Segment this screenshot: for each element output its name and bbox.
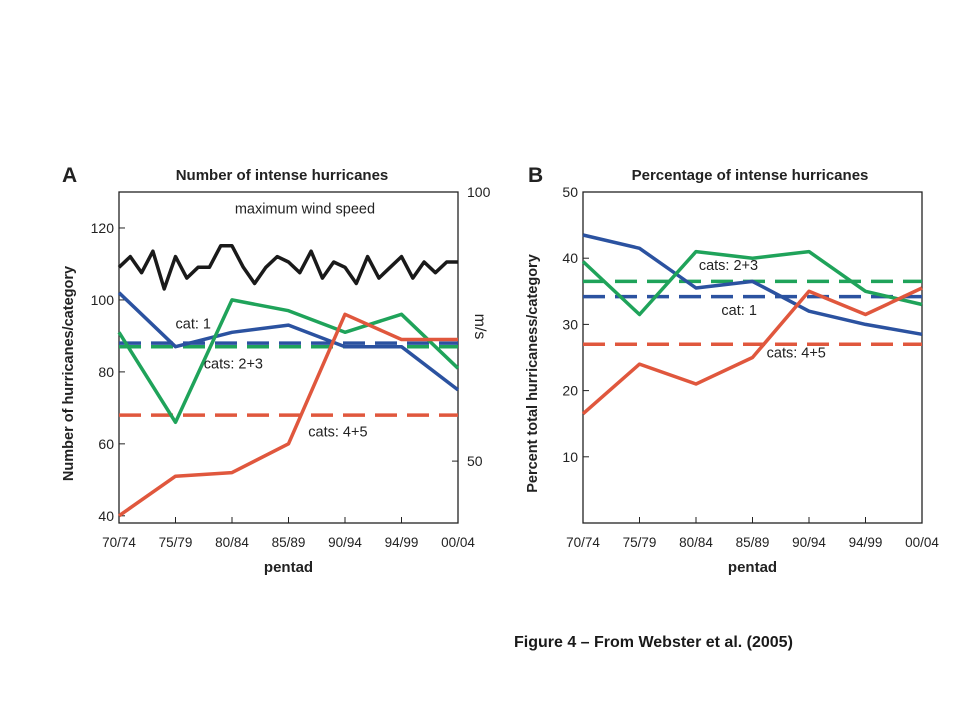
series-line-cats-2-3 [117, 298, 460, 425]
x-tick-label: 80/84 [215, 535, 249, 550]
y-tick-label: 60 [98, 436, 114, 452]
y-axis-label: Number of hurricanes/category [61, 266, 77, 481]
x-tick-label: 80/84 [679, 535, 713, 550]
x-tick-label: 70/74 [102, 535, 136, 550]
y-tick-label: 40 [98, 508, 114, 524]
x-axis-label: pentad [264, 559, 313, 576]
x-tick-label: 00/04 [441, 535, 475, 550]
annotation-label: cats: 4+5 [767, 346, 826, 362]
y-tick-label: 20 [562, 383, 578, 399]
y-axis-label: Percent total hurricaness/category [525, 254, 541, 493]
annotation-label: cats: 2+3 [204, 356, 263, 372]
panel-a: A Number of intense hurricanes 70/74 75/79 8… [61, 164, 491, 576]
x-tick-label: 94/99 [385, 535, 419, 550]
y-tick-label: 40 [562, 250, 578, 266]
annotation-label: cat: 1 [176, 317, 211, 333]
x-tick-label: 85/89 [736, 535, 770, 550]
annotation-label: cats: 4+5 [308, 425, 367, 441]
series-line-cats-4-5 [581, 286, 923, 416]
series-line-cat-1 [117, 291, 460, 392]
series-line-cats-2-3 [581, 249, 923, 317]
chart-title: Percentage of intense hurricanes [632, 167, 869, 184]
x-tick-label: 00/04 [905, 535, 939, 550]
y-tick-label: 80 [98, 364, 114, 380]
plot-frame [118, 191, 459, 524]
y-tick-label: 30 [562, 316, 578, 332]
annotation-label: cats: 2+3 [699, 258, 758, 274]
y-tick-label: 10 [562, 449, 578, 465]
series-line-cats-4-5 [117, 312, 458, 518]
y2-axis-label: m/s [471, 314, 488, 340]
x-tick-label: 90/94 [328, 535, 362, 550]
x-tick-label: 94/99 [849, 535, 883, 550]
x-tick-label: 85/89 [272, 535, 306, 550]
x-axis-label: pentad [728, 559, 777, 576]
panel-label: B [528, 164, 543, 187]
series-line-cat-1 [582, 233, 923, 337]
y-tick-label: 120 [91, 220, 115, 236]
panel-b: B Percentage of intense hurricanes 70/74 75… [525, 164, 939, 576]
y-tick-label: 50 [562, 184, 578, 200]
figure-caption: Figure 4 – From Webster et al. (2005) [514, 634, 793, 651]
x-tick-label: 70/74 [566, 535, 600, 550]
chart-title: Number of intense hurricanes [176, 167, 389, 184]
y2-tick-label: 100 [467, 184, 491, 200]
panel-label: A [62, 164, 77, 187]
x-tick-label: 75/79 [623, 535, 657, 550]
annotation-label: maximum wind speed [235, 202, 375, 218]
series-line-maximum-wind-speed [117, 244, 458, 291]
x-tick-label: 90/94 [792, 535, 826, 550]
annotation-label: cat: 1 [721, 303, 756, 319]
y-tick-label: 100 [91, 292, 115, 308]
x-tick-label: 75/79 [159, 535, 193, 550]
y2-tick-label: 50 [467, 453, 483, 469]
